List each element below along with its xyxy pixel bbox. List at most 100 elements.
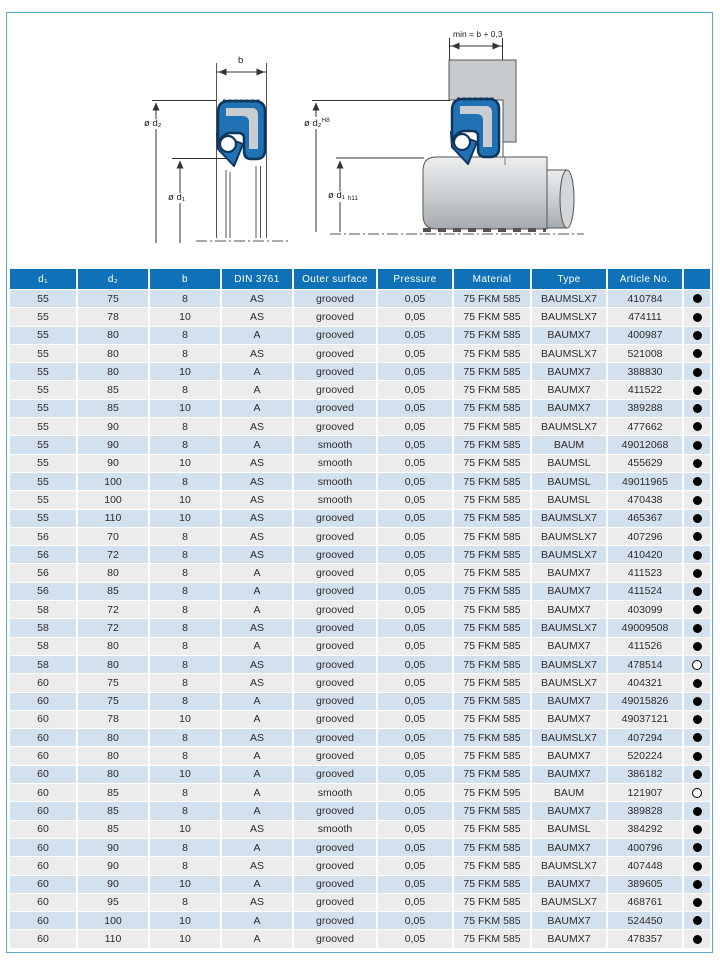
col-article-no: 411526: [608, 637, 682, 655]
availability-dot: [692, 550, 702, 560]
availability-dot: [692, 513, 702, 523]
col-d2: 75: [78, 290, 148, 308]
col-material: 75 FKM 585: [454, 363, 530, 381]
col-material: 75 FKM 585: [454, 509, 530, 527]
col-type: BAUMSL: [532, 454, 606, 472]
table-row: 55 110 10 AS grooved 0,05 75 FKM 585 BAUMSLX7 46…: [10, 509, 710, 527]
col-d2: 72: [78, 601, 148, 619]
col-availability: [684, 326, 710, 344]
col-outer-surface: grooved: [294, 857, 376, 875]
col-d2: 90: [78, 875, 148, 893]
col-type: BAUMX7: [532, 399, 606, 418]
col-availability: [684, 381, 710, 399]
col-din-3761: A: [222, 710, 292, 729]
col-b: 8: [150, 784, 220, 802]
col-outer-surface: grooved: [294, 930, 376, 948]
col-outer-surface: grooved: [294, 509, 376, 527]
table-row: 58 80 8 AS grooved 0,05 75 FKM 585 BAUMSLX7 4785…: [10, 655, 710, 674]
col-material: 75 FKM 585: [454, 546, 530, 564]
col-article-no: 468761: [608, 893, 682, 912]
col-article-no: 407296: [608, 527, 682, 546]
col-din-3761: AS: [222, 820, 292, 838]
col-article-no: 49015826: [608, 692, 682, 710]
availability-dot: [692, 349, 702, 359]
technical-drawing: [152, 38, 584, 243]
availability-dot: [692, 605, 702, 615]
col-material: 75 FKM 585: [454, 729, 530, 747]
col-availability: [684, 601, 710, 619]
col-availability: [684, 692, 710, 710]
col-availability: [684, 838, 710, 857]
col-pressure: 0,05: [378, 820, 452, 838]
col-pressure: 0,05: [378, 326, 452, 344]
col-outer-surface: grooved: [294, 308, 376, 326]
col-din-3761: A: [222, 436, 292, 454]
col-material: 75 FKM 585: [454, 472, 530, 491]
col-availability: [684, 546, 710, 564]
col-din-3761: A: [222, 875, 292, 893]
dim-min-width-label: min = b + 0,3: [453, 29, 503, 39]
table-row: 55 80 8 AS grooved 0,05 75 FKM 585 BAUMSLX7 5210…: [10, 344, 710, 363]
col-material: 75 FKM 585: [454, 381, 530, 399]
availability-dot: [692, 367, 702, 377]
col-article-no: 474111: [608, 308, 682, 326]
availability-dot: [692, 440, 702, 450]
col-d2: 100: [78, 491, 148, 509]
col-outer-surface: grooved: [294, 344, 376, 363]
dim-d1-label: ø d₁: [166, 192, 187, 204]
availability-dot: [692, 659, 702, 670]
col-material: 75 FKM 585: [454, 930, 530, 948]
col-d1: 60: [10, 765, 76, 784]
col-availability: [684, 436, 710, 454]
col-b: 8: [150, 857, 220, 875]
col-material: 75 FKM 585: [454, 290, 530, 308]
col-outer-surface: grooved: [294, 564, 376, 582]
col-b: 10: [150, 765, 220, 784]
col-material: 75 FKM 585: [454, 308, 530, 326]
col-b: 8: [150, 326, 220, 344]
col-d1: 58: [10, 637, 76, 655]
col-din-3761: AS: [222, 619, 292, 637]
col-d2: 78: [78, 710, 148, 729]
col-availability: [684, 290, 710, 308]
col-b: 10: [150, 875, 220, 893]
header-col-din-3761: DIN 3761: [222, 269, 292, 289]
col-material: 75 FKM 585: [454, 857, 530, 875]
col-d1: 55: [10, 509, 76, 527]
col-b: 10: [150, 509, 220, 527]
col-d2: 85: [78, 784, 148, 802]
availability-dot: [692, 568, 702, 578]
col-type: BAUMSLX7: [532, 546, 606, 564]
col-d1: 60: [10, 930, 76, 948]
col-pressure: 0,05: [378, 857, 452, 875]
col-outer-surface: grooved: [294, 655, 376, 674]
col-din-3761: A: [222, 838, 292, 857]
table-row: 55 78 10 AS grooved 0,05 75 FKM 585 BAUMSLX7 474…: [10, 308, 710, 326]
col-pressure: 0,05: [378, 418, 452, 436]
col-availability: [684, 655, 710, 674]
table-row: 55 75 8 AS grooved 0,05 75 FKM 585 BAUMSLX7 4107…: [10, 290, 710, 308]
col-type: BAUMX7: [532, 637, 606, 655]
col-type: BAUMX7: [532, 582, 606, 601]
col-din-3761: A: [222, 637, 292, 655]
col-d1: 56: [10, 527, 76, 546]
col-type: BAUMSLX7: [532, 729, 606, 747]
col-article-no: 121907: [608, 784, 682, 802]
table-row: 60 75 8 AS grooved 0,05 75 FKM 585 BAUMSLX7 4043…: [10, 674, 710, 692]
col-outer-surface: grooved: [294, 527, 376, 546]
col-b: 8: [150, 436, 220, 454]
availability-dot: [692, 715, 702, 725]
col-d2: 100: [78, 912, 148, 930]
col-d1: 55: [10, 290, 76, 308]
col-availability: [684, 454, 710, 472]
col-b: 8: [150, 527, 220, 546]
header-col-type: Type: [532, 269, 606, 289]
col-article-no: 465367: [608, 509, 682, 527]
col-din-3761: AS: [222, 527, 292, 546]
col-type: BAUMX7: [532, 875, 606, 893]
col-din-3761: AS: [222, 893, 292, 912]
